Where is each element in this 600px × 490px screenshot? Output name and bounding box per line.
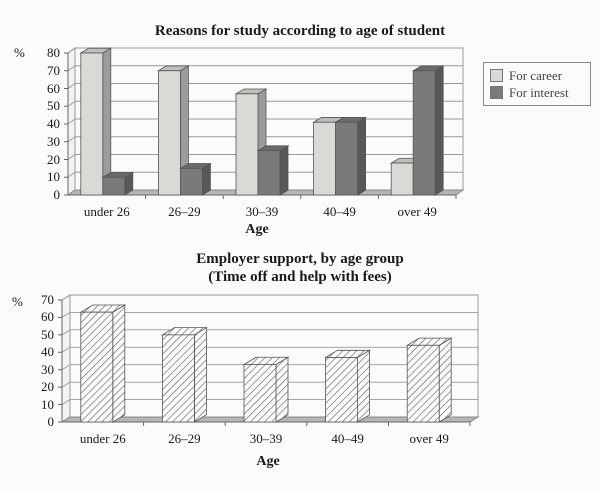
y-tick-label: 40 bbox=[47, 116, 60, 131]
y-tick-label: 70 bbox=[47, 62, 60, 78]
bar-26-29-for-career bbox=[156, 65, 190, 196]
chart2-title: Employer support, by age group (Time off… bbox=[120, 250, 480, 286]
y-tick-label: 60 bbox=[47, 80, 60, 96]
legend-item-for-interest: For interest bbox=[490, 84, 584, 101]
bar-26-29-for-interest bbox=[178, 162, 212, 196]
bar-40-49-for-interest bbox=[334, 116, 368, 196]
legend-swatch-interest bbox=[490, 86, 503, 99]
chart2-subtitle: (Time off and help with fees) bbox=[208, 269, 392, 285]
x-tick-label: 26–29 bbox=[168, 204, 201, 219]
x-tick-label: under 26 bbox=[83, 204, 130, 219]
y-tick-label: 0 bbox=[53, 187, 61, 202]
legend-item-for-career: For career bbox=[490, 67, 584, 84]
bar-30-39-for-career bbox=[234, 88, 268, 196]
y-tick-label: 30 bbox=[47, 133, 60, 149]
x-tick-label: 40–49 bbox=[323, 204, 356, 219]
chart1-title: Reasons for study according to age of st… bbox=[154, 23, 446, 39]
y-tick-label: 30 bbox=[41, 361, 54, 377]
bar-under-26-for-interest bbox=[101, 171, 135, 196]
y-tick-label: 10 bbox=[47, 169, 60, 185]
y-tick-label: 60 bbox=[41, 309, 54, 325]
bar-over-49-for-interest bbox=[411, 65, 445, 196]
bar-under-26-for-career bbox=[79, 47, 113, 196]
x-tick-label: 30–39 bbox=[249, 431, 283, 446]
x-tick-label: over 49 bbox=[397, 204, 437, 219]
y-tick-label: 50 bbox=[41, 326, 54, 342]
legend-swatch-career bbox=[490, 69, 503, 82]
bar-under-26-employer-support bbox=[79, 304, 127, 423]
x-tick-label: 30–39 bbox=[245, 204, 279, 219]
chart1-y-unit: % bbox=[14, 45, 25, 60]
y-tick-label: 0 bbox=[47, 414, 55, 429]
y-tick-label: 50 bbox=[47, 98, 60, 114]
y-tick-label: 20 bbox=[41, 379, 54, 395]
x-tick-label: over 49 bbox=[409, 431, 449, 446]
chart2-y-unit: % bbox=[12, 294, 23, 309]
y-tick-label: 40 bbox=[41, 344, 54, 360]
x-tick-label: under 26 bbox=[79, 431, 126, 446]
y-tick-label: 20 bbox=[47, 151, 60, 167]
bar-40-49-employer-support bbox=[324, 349, 372, 423]
chart2-title-line1: Employer support, by age group bbox=[196, 251, 404, 267]
x-tick-label: 40–49 bbox=[331, 431, 364, 446]
y-tick-label: 10 bbox=[41, 396, 54, 412]
y-tick-label: 80 bbox=[47, 45, 60, 60]
x-tick-label: 26–29 bbox=[168, 431, 201, 446]
y-tick-label: 70 bbox=[41, 292, 54, 307]
legend-label-interest: For interest bbox=[509, 84, 569, 100]
bar-over-49-employer-support bbox=[405, 337, 453, 423]
legend-label-career: For career bbox=[509, 67, 563, 83]
bar-30-39-employer-support bbox=[242, 356, 290, 423]
bar-30-39-for-interest bbox=[256, 145, 290, 196]
chart1-legend: For career For interest bbox=[483, 62, 591, 106]
chart2-x-axis-title: Age bbox=[256, 454, 280, 469]
bar-26-29-employer-support bbox=[160, 326, 208, 423]
chart1-x-axis-title: Age bbox=[245, 222, 269, 237]
